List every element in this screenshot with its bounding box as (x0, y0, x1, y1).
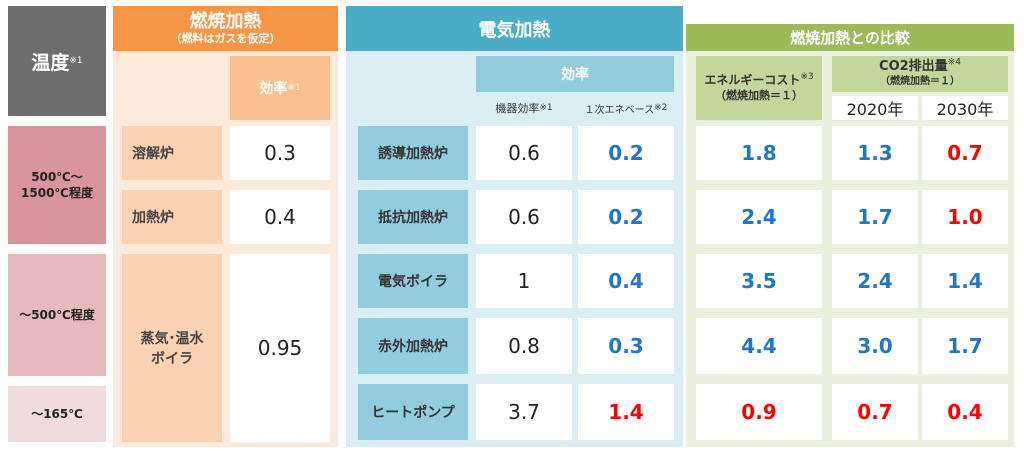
electric-primary-value: 0.3 (578, 318, 674, 374)
electric-header: 電気加熱 (346, 6, 683, 51)
energy-cost-value: 0.9 (696, 384, 822, 440)
electric-primary-value: 1.4 (578, 384, 674, 440)
co2-2020-value: 3.0 (832, 318, 918, 374)
electric-primary-value: 0.2 (578, 126, 674, 180)
temp-range-high-line2: 1500℃程度 (21, 186, 93, 200)
co2-year-2020-header: 2020年 (832, 96, 918, 120)
combustion-header: 燃焼加熱 （燃料はガスを仮定） (113, 6, 338, 51)
co2-2020-value: 2.4 (832, 254, 918, 308)
electric-device-value: 1 (476, 254, 572, 308)
temp-range-high-line1: 500℃～ (31, 170, 83, 184)
electric-device-value: 0.6 (476, 126, 572, 180)
electric-efficiency-header: 効率 (476, 56, 674, 92)
temperature-header-label: 温度 (31, 51, 70, 74)
co2-2020-value: 0.7 (832, 384, 918, 440)
electric-row-resistance: 抵抗加熱炉 (358, 190, 468, 244)
combustion-value: 0.4 (230, 190, 330, 244)
co2-2020-value: 1.7 (832, 190, 918, 244)
electric-row-induction: 誘導加熱炉 (358, 126, 468, 180)
electric-device-efficiency-header: 機器効率 ※1 (476, 96, 572, 120)
electric-device-value: 0.6 (476, 190, 572, 244)
energy-cost-value: 2.4 (696, 190, 822, 244)
combustion-value: 0.3 (230, 126, 330, 180)
energy-cost-value: 4.4 (696, 318, 822, 374)
energy-cost-value: 3.5 (696, 254, 822, 308)
energy-cost-header: エネルギーコスト※3 （燃焼加熱＝１） (696, 56, 822, 120)
temp-range-high: 500℃～ 1500℃程度 (8, 126, 106, 244)
temp-range-low: ～165℃ (8, 386, 106, 442)
co2-2030-value: 1.7 (922, 318, 1008, 374)
co2-2030-value: 0.7 (922, 126, 1008, 180)
temp-range-mid: ～500℃程度 (8, 254, 106, 376)
electric-device-value: 0.8 (476, 318, 572, 374)
electric-row-electric-boiler: 電気ボイラ (358, 254, 468, 308)
co2-2030-value: 1.0 (922, 190, 1008, 244)
electric-primary-value: 0.4 (578, 254, 674, 308)
electric-primary-energy-header: １次エネベース ※2 (576, 96, 676, 120)
comparison-header: 燃焼加熱との比較 (686, 24, 1014, 51)
electric-row-infrared: 赤外加熱炉 (358, 318, 468, 374)
electric-primary-value: 0.2 (578, 190, 674, 244)
electric-row-heat-pump: ヒートポンプ (358, 384, 468, 440)
co2-2020-value: 1.3 (832, 126, 918, 180)
combustion-title: 燃焼加熱 (189, 10, 262, 32)
combustion-value: 0.95 (230, 254, 330, 442)
combustion-subtitle: （燃料はガスを仮定） (170, 31, 281, 45)
combustion-row-melting-furnace: 溶解炉 (122, 126, 222, 180)
combustion-efficiency-header: 効率 ※1 (230, 56, 330, 120)
electric-device-value: 3.7 (476, 384, 572, 440)
co2-2030-value: 0.4 (922, 384, 1008, 440)
combustion-row-boiler: 蒸気･温水 ボイラ (122, 254, 222, 442)
co2-year-2030-header: 2030年 (922, 96, 1008, 120)
combustion-row-heating-furnace: 加熱炉 (122, 190, 222, 244)
co2-2030-value: 1.4 (922, 254, 1008, 308)
co2-header: CO2排出量※4 （燃焼加熱＝１） (832, 56, 1008, 92)
temperature-header: 温度 ※1 (8, 6, 106, 116)
energy-cost-value: 1.8 (696, 126, 822, 180)
